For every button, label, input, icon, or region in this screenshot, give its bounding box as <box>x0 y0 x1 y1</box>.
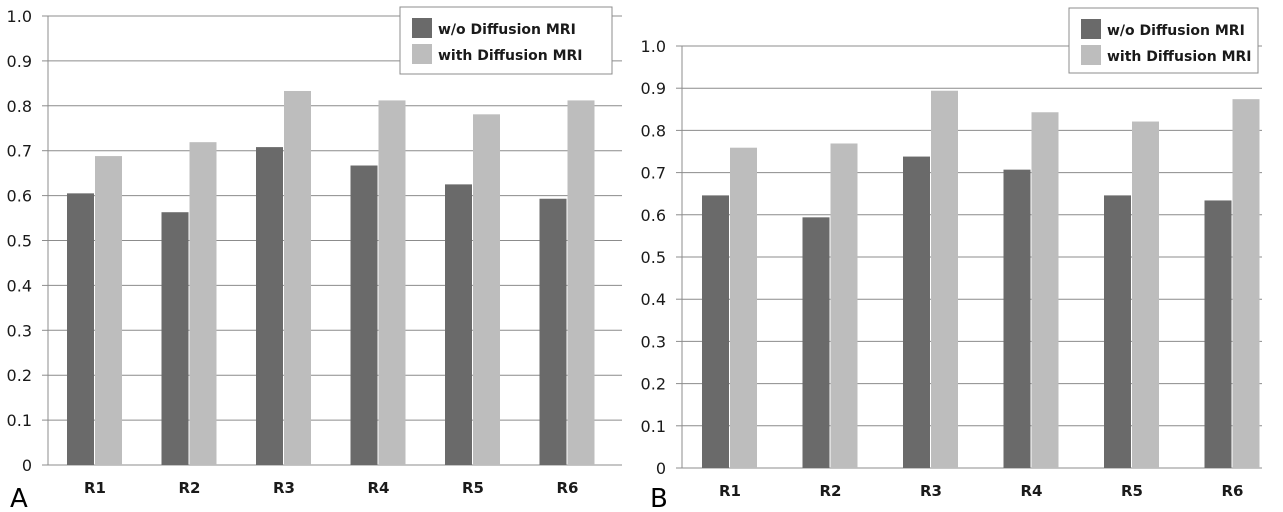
x-tick-label: R1 <box>84 479 106 497</box>
x-tick-label: R1 <box>719 482 741 500</box>
panel-label: A <box>10 484 28 512</box>
y-tick-label: 0.6 <box>641 206 666 225</box>
bar-r2-series-1 <box>161 212 189 465</box>
x-tick-label: R3 <box>920 482 942 500</box>
bar-r6-series-1 <box>1204 200 1232 468</box>
y-tick-label: 0.9 <box>7 52 32 71</box>
bar-r2-series-1 <box>802 217 830 468</box>
y-tick-label: 0.5 <box>7 232 32 251</box>
y-tick-label: 0.8 <box>7 97 32 116</box>
y-tick-label: 0 <box>656 459 666 478</box>
x-tick-label: R6 <box>1222 482 1244 500</box>
legend-label: with Diffusion MRI <box>438 48 583 64</box>
legend: w/o Diffusion MRI with Diffusion MRI <box>1068 7 1259 74</box>
panel-label: B <box>650 484 668 512</box>
bar-r1-series-1 <box>702 195 729 468</box>
y-tick-label: 0.2 <box>7 366 32 385</box>
y-tick-label: 0.5 <box>641 248 666 267</box>
bar-r3-series-1 <box>903 156 930 468</box>
y-tick-label: 0.6 <box>7 187 32 206</box>
legend-label: w/o Diffusion MRI <box>1107 23 1245 39</box>
bar-r5-series-2 <box>1132 121 1159 469</box>
bar-r6-series-2 <box>1232 99 1260 468</box>
legend-swatch <box>412 18 432 38</box>
x-tick-label: R2 <box>820 482 842 500</box>
x-tick-label: R3 <box>273 479 295 497</box>
y-tick-label: 0.1 <box>641 417 666 436</box>
bar-r5-series-2 <box>473 114 500 466</box>
x-tick-label: R2 <box>179 479 201 497</box>
legend-swatch <box>412 44 432 64</box>
bar-r5-series-1 <box>1104 195 1131 468</box>
y-tick-label: 0.1 <box>7 411 32 430</box>
y-tick-label: 0.4 <box>641 290 666 309</box>
bar-r5-series-1 <box>445 184 472 465</box>
x-tick-label: R6 <box>557 479 579 497</box>
legend-swatch <box>1081 45 1101 65</box>
bar-r1-series-2 <box>730 147 757 468</box>
bar-r2-series-2 <box>189 142 217 465</box>
chart-panel-B: 0 0.1 0.2 0.3 0.4 0.5 0.6 0.7 0.8 0.9 1.0 R1 R2 R3 R4 R… <box>641 7 1262 512</box>
y-tick-label: 0 <box>22 456 32 475</box>
bar-r3-series-2 <box>284 90 311 465</box>
y-tick-label: 0.8 <box>641 121 666 140</box>
x-tick-label: R5 <box>1121 482 1143 500</box>
legend-label: with Diffusion MRI <box>1107 49 1252 65</box>
y-tick-label: 1.0 <box>7 7 32 26</box>
bar-r1-series-2 <box>95 156 122 465</box>
bar-r3-series-1 <box>256 147 283 465</box>
y-tick-label: 0.7 <box>641 164 666 183</box>
chart-panel-A: 0 0.1 0.2 0.3 0.4 0.5 0.6 0.7 0.8 0.9 1.0 R1 R2 R3 R4 R… <box>7 6 622 512</box>
y-tick-label: 1.0 <box>641 37 666 56</box>
bar-r4-series-1 <box>1003 169 1031 468</box>
bar-r1-series-1 <box>67 193 94 466</box>
x-tick-label: R4 <box>1021 482 1043 500</box>
x-tick-label: R5 <box>462 479 484 497</box>
bar-r4-series-2 <box>378 100 406 466</box>
bar-r6-series-2 <box>567 100 595 466</box>
bar-r4-series-2 <box>1031 112 1059 468</box>
bar-r4-series-1 <box>350 165 378 465</box>
y-tick-label: 0.7 <box>7 142 32 161</box>
y-tick-label: 0.3 <box>641 332 666 351</box>
legend-box <box>399 6 613 75</box>
bar-r2-series-2 <box>830 143 858 468</box>
bar-r6-series-1 <box>539 198 567 466</box>
legend-label: w/o Diffusion MRI <box>438 22 576 38</box>
y-tick-label: 0.2 <box>641 375 666 394</box>
y-tick-label: 0.9 <box>641 79 666 98</box>
x-tick-label: R4 <box>368 479 390 497</box>
legend-swatch <box>1081 19 1101 39</box>
legend: w/o Diffusion MRI with Diffusion MRI <box>399 6 613 75</box>
y-tick-label: 0.4 <box>7 276 32 295</box>
y-tick-label: 0.3 <box>7 321 32 340</box>
bar-r3-series-2 <box>931 90 958 469</box>
